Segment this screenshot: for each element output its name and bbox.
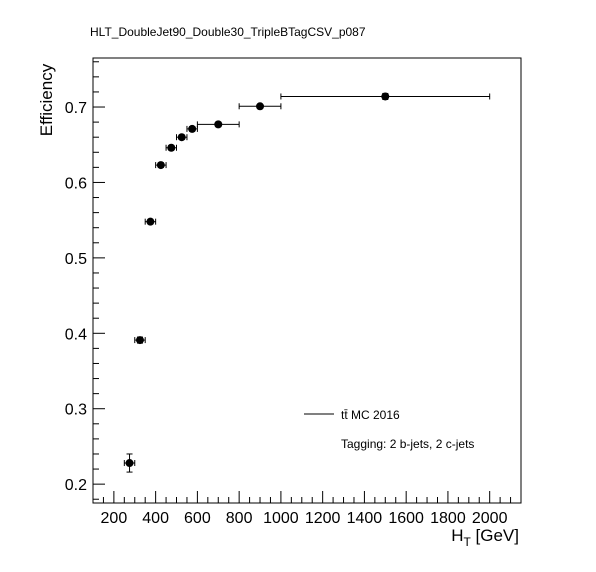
data-point [123, 453, 136, 473]
data-point [155, 161, 167, 170]
y-tick-label: 0.2 [65, 477, 87, 494]
x-axis-tick-labels: 200 400 600 800 1000 1200 1400 1600 1800 2000 [101, 510, 508, 527]
x-tick-label: 2000 [472, 510, 508, 527]
x-tick-label: 800 [226, 510, 253, 527]
tagging-annotation: Tagging: 2 b-jets, 2 c-jets [341, 437, 474, 451]
y-tick-label: 0.5 [65, 251, 87, 268]
data-marker [177, 133, 186, 142]
data-point [176, 133, 188, 142]
y-axis-tick-labels: 0.2 0.3 0.4 0.5 0.6 0.7 [65, 100, 87, 494]
data-marker [125, 459, 134, 468]
x-tick-label: 1000 [263, 510, 299, 527]
data-point [144, 217, 157, 226]
data-point [196, 120, 240, 129]
data-marker [214, 120, 223, 129]
plot-frame [92, 57, 522, 504]
x-tick-label: 400 [142, 510, 169, 527]
data-points [123, 92, 491, 473]
y-axis-ticks [93, 61, 105, 500]
chart-title: HLT_DoubleJet90_Double30_TripleBTagCSV_p… [90, 25, 366, 39]
data-marker [167, 143, 176, 152]
data-marker [188, 124, 197, 133]
y-tick-label: 0.3 [65, 402, 87, 419]
data-marker [135, 336, 144, 345]
data-marker [156, 161, 165, 170]
data-point [165, 143, 178, 152]
data-marker [256, 102, 265, 111]
x-tick-label: 1400 [347, 510, 383, 527]
y-tick-label: 0.4 [65, 326, 87, 343]
data-point [134, 336, 146, 345]
y-tick-label: 0.6 [65, 175, 87, 192]
x-axis-ticks [102, 491, 522, 503]
x-tick-label: 600 [184, 510, 211, 527]
data-marker [381, 92, 390, 101]
data-marker [146, 217, 155, 226]
data-point [238, 102, 282, 111]
x-tick-label: 1600 [388, 510, 424, 527]
x-tick-label: 200 [101, 510, 128, 527]
x-tick-label: 1200 [305, 510, 341, 527]
x-tick-label: 1800 [430, 510, 466, 527]
y-axis-title: Efficiency [37, 63, 56, 136]
y-tick-label: 0.7 [65, 100, 87, 117]
data-point [280, 92, 491, 101]
legend-label: tt̄ MC 2016 [341, 408, 400, 422]
x-axis-title: HT [GeV] [451, 526, 519, 549]
data-point [186, 124, 198, 133]
